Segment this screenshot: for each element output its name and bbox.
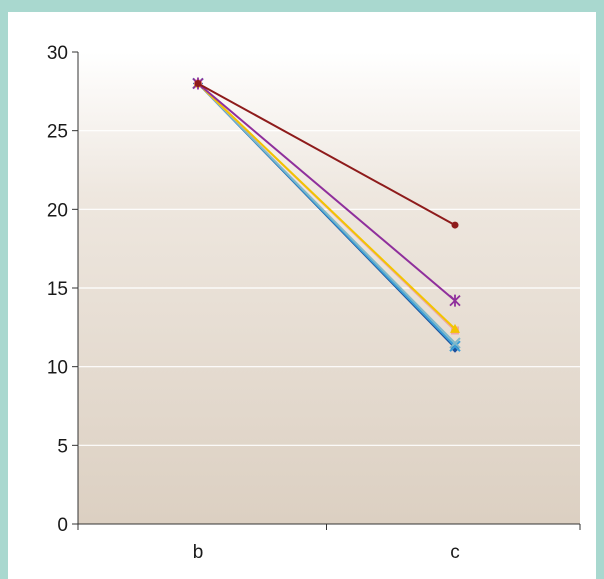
series-lines bbox=[192, 77, 461, 353]
series-line bbox=[197, 82, 456, 344]
chart-panel: 0 5 10 15 20 25 30 b c bbox=[8, 12, 596, 579]
data-point bbox=[451, 221, 459, 229]
y-tick-label: 25 bbox=[47, 122, 68, 143]
y-tick-label: 15 bbox=[47, 279, 68, 300]
y-tick-label: 10 bbox=[47, 358, 68, 379]
series bbox=[194, 79, 459, 229]
y-tick-label: 5 bbox=[57, 436, 68, 457]
axes bbox=[72, 51, 581, 530]
tick-labels: 0 5 10 15 20 25 30 b c bbox=[47, 43, 460, 563]
series-line bbox=[197, 82, 456, 302]
data-point bbox=[449, 294, 461, 307]
y-tick-label: 30 bbox=[47, 43, 68, 64]
series-line bbox=[197, 82, 456, 226]
line-chart: 0 5 10 15 20 25 30 b c bbox=[47, 43, 581, 563]
y-tick-label: 0 bbox=[57, 515, 68, 536]
series-line bbox=[197, 82, 456, 330]
data-point bbox=[194, 79, 202, 87]
x-tick-label: c bbox=[450, 542, 460, 563]
data-point bbox=[449, 340, 461, 352]
data-point bbox=[450, 323, 460, 333]
x-tick-label: b bbox=[193, 542, 204, 563]
y-tick-label: 20 bbox=[47, 200, 68, 221]
data-point bbox=[449, 337, 461, 349]
